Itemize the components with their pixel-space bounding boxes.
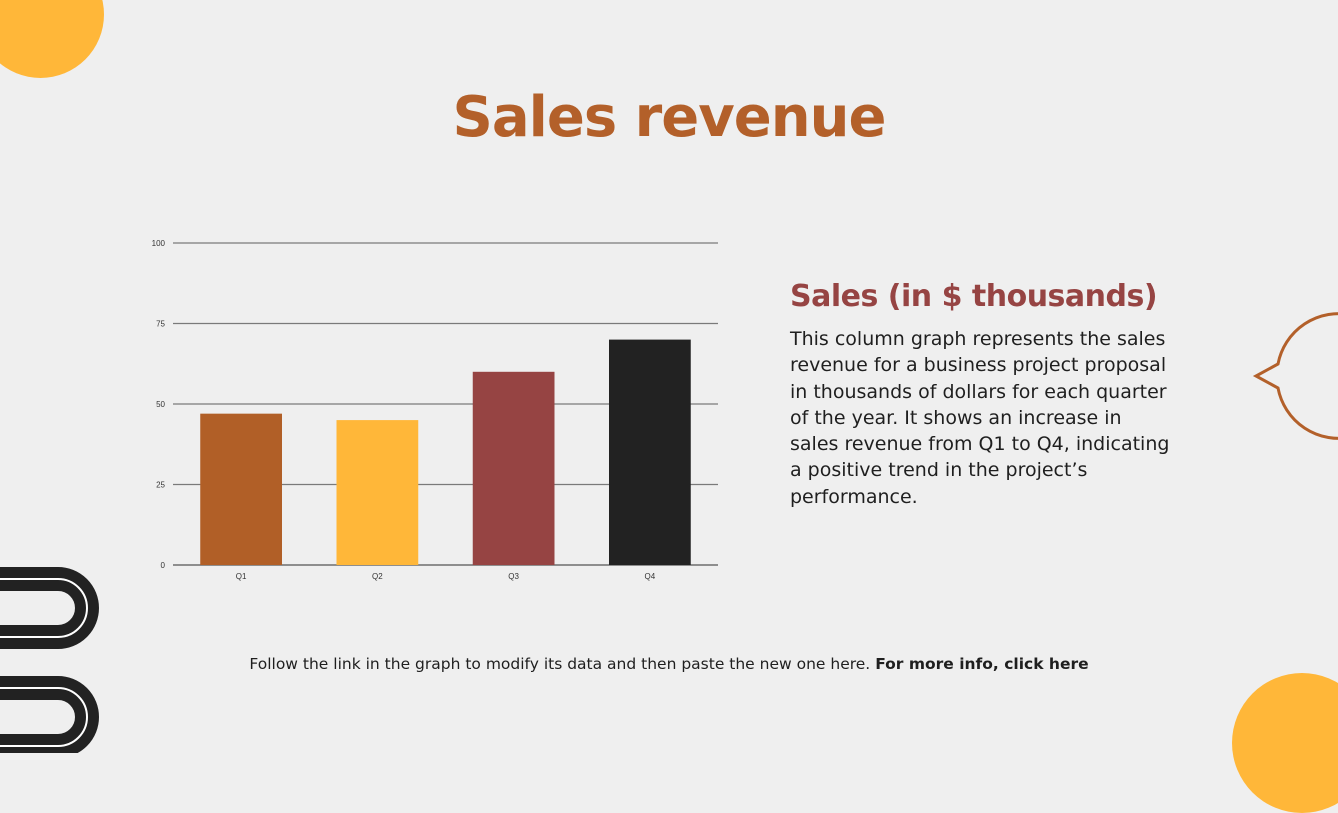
more-info-link[interactable]: For more info, click here: [875, 655, 1089, 673]
chart-x-tick-labels: Q1 Q2 Q3 Q4: [236, 572, 656, 581]
bar-q4: [609, 339, 691, 565]
decorative-circle-top-left: [0, 0, 104, 78]
x-tick-label: Q2: [372, 572, 383, 581]
footer-instruction-text: Follow the link in the graph to modify i…: [249, 655, 871, 673]
y-tick-label: 75: [156, 320, 165, 329]
sales-column-chart[interactable]: 0 25 50 75 100 Q1 Q2 Q3 Q4: [140, 232, 730, 592]
chart-bars: [200, 339, 691, 565]
bar-q1: [200, 413, 282, 565]
footer-note: Follow the link in the graph to modify i…: [0, 653, 1338, 675]
chart-canvas: 0 25 50 75 100 Q1 Q2 Q3 Q4: [152, 239, 718, 581]
speech-bubble-icon: [1252, 312, 1338, 440]
x-tick-label: Q4: [645, 572, 656, 581]
decorative-circle-bottom-right: [1232, 673, 1338, 813]
chart-y-tick-labels: 0 25 50 75 100: [152, 239, 166, 570]
y-tick-label: 0: [161, 561, 166, 570]
winding-road-icon: [0, 567, 99, 753]
bar-q3: [472, 371, 555, 565]
bar-q2: [336, 420, 419, 565]
y-tick-label: 50: [156, 400, 165, 409]
y-tick-label: 25: [156, 481, 165, 490]
slide-title: Sales revenue: [452, 85, 887, 150]
chart-description-heading: Sales (in $ thousands): [790, 279, 1158, 314]
x-tick-label: Q3: [508, 572, 519, 581]
chart-description-body: This column graph represents the sales r…: [790, 328, 1170, 508]
y-tick-label: 100: [152, 239, 166, 248]
x-tick-label: Q1: [236, 572, 247, 581]
